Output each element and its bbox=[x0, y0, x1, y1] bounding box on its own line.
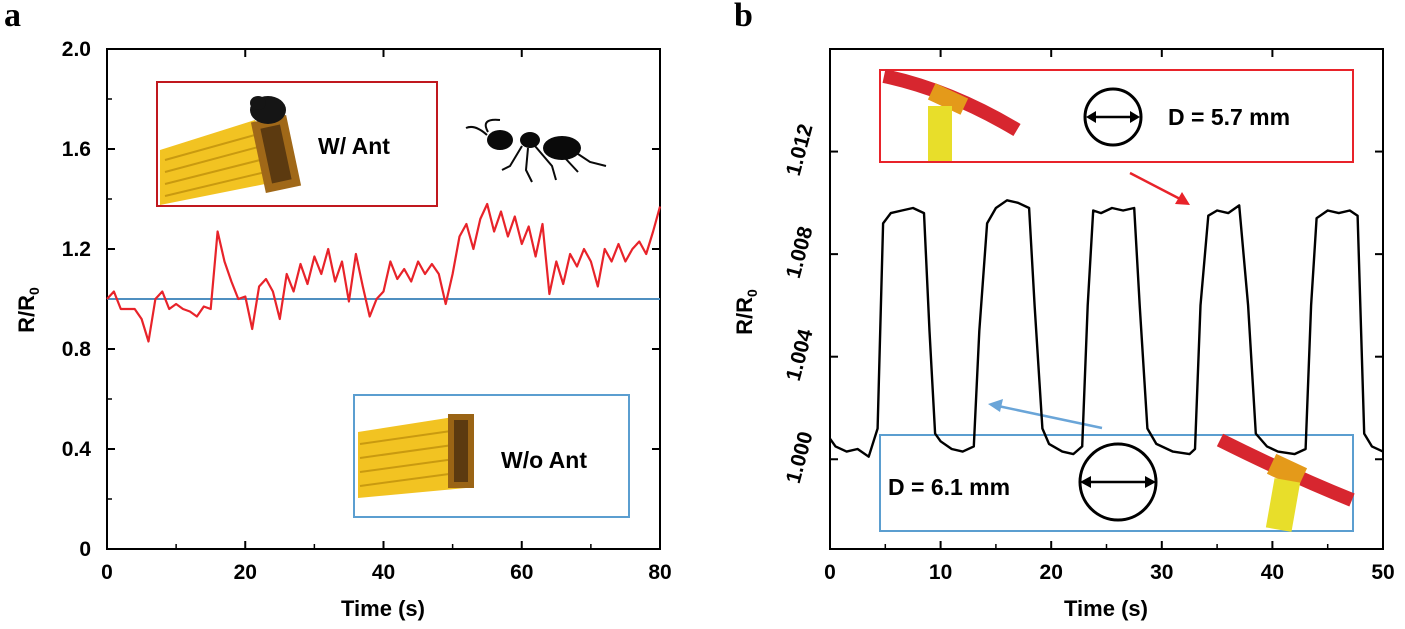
series-with-ant-line bbox=[106, 202, 662, 343]
inset-d61-label: D = 6.1 mm bbox=[888, 474, 1010, 500]
series-resistance-line bbox=[829, 199, 1384, 458]
x-tick-label: 50 bbox=[1371, 561, 1394, 584]
x-tick-label: 60 bbox=[510, 561, 533, 584]
panel-letter-a: a bbox=[4, 0, 21, 34]
y-axis-label-b: R/R0 bbox=[732, 289, 760, 335]
circle-diameter-icon bbox=[1078, 442, 1158, 522]
panel-letter-b: b bbox=[734, 0, 753, 34]
tube-photo-icon bbox=[1216, 433, 1355, 532]
y-tick-label: 1.008 bbox=[782, 224, 818, 281]
x-tick-label: 30 bbox=[1150, 561, 1173, 584]
x-axis-label-b: Time (s) bbox=[1064, 596, 1148, 621]
x-axis-label-a: Time (s) bbox=[341, 596, 425, 621]
inset-d57: D = 5.7 mm bbox=[879, 69, 1354, 163]
x-tick-label: 20 bbox=[234, 561, 257, 584]
y-tick-label: 1.004 bbox=[782, 326, 818, 383]
sensor-photo-icon bbox=[358, 414, 474, 498]
chart-b: 0 10 20 30 40 50 1.000 1.004 1.008 1.012 D = 5.7 … bbox=[732, 48, 1395, 621]
y-axis-label-b-sub: 0 bbox=[744, 289, 760, 297]
x-tick-label: 10 bbox=[929, 561, 952, 584]
inset-with-ant-label: W/ Ant bbox=[318, 133, 390, 159]
arrow-red-icon bbox=[1129, 171, 1190, 205]
y-axis-label-a-sub: 0 bbox=[26, 287, 42, 295]
sensor-photo-icon bbox=[160, 96, 302, 205]
y-tick-label: 0 bbox=[79, 538, 91, 561]
x-tick-label: 20 bbox=[1040, 561, 1063, 584]
axis-ticks-a bbox=[106, 48, 661, 550]
y-tick-label: 0.8 bbox=[62, 338, 92, 361]
y-tick-label: 0.4 bbox=[62, 438, 92, 461]
inset-d57-label: D = 5.7 mm bbox=[1168, 104, 1290, 130]
inset-with-ant: W/ Ant bbox=[156, 81, 438, 207]
y-tick-label: 1.2 bbox=[62, 238, 91, 261]
y-tick-label: 1.000 bbox=[782, 429, 818, 486]
tick-labels-a: 0 20 40 60 80 0 0.4 0.8 1.2 1.6 2.0 bbox=[62, 38, 672, 584]
x-tick-label: 0 bbox=[824, 561, 836, 584]
y-axis-label-b-main: R/R bbox=[732, 297, 757, 335]
x-tick-label: 40 bbox=[1261, 561, 1284, 584]
x-tick-label: 0 bbox=[101, 561, 113, 584]
tube-photo-icon bbox=[882, 69, 1021, 161]
inset-without-ant: W/o Ant bbox=[353, 394, 630, 518]
y-axis-label-a-main: R/R bbox=[14, 295, 39, 333]
inset-without-ant-label: W/o Ant bbox=[501, 447, 587, 473]
chart-a: 0 20 40 60 80 0 0.4 0.8 1.2 1.6 2.0 W/ Ant bbox=[14, 38, 672, 621]
y-tick-label: 1.012 bbox=[782, 122, 818, 179]
arrow-blue-icon bbox=[988, 399, 1103, 430]
ant-icon bbox=[465, 118, 607, 183]
axis-ticks-b bbox=[829, 49, 1384, 549]
y-axis-label-a: R/R0 bbox=[14, 287, 42, 333]
y-tick-label: 2.0 bbox=[62, 38, 91, 61]
x-tick-label: 80 bbox=[648, 561, 671, 584]
circle-diameter-icon bbox=[1083, 87, 1143, 147]
y-tick-label: 1.6 bbox=[62, 138, 91, 161]
x-tick-label: 40 bbox=[372, 561, 395, 584]
